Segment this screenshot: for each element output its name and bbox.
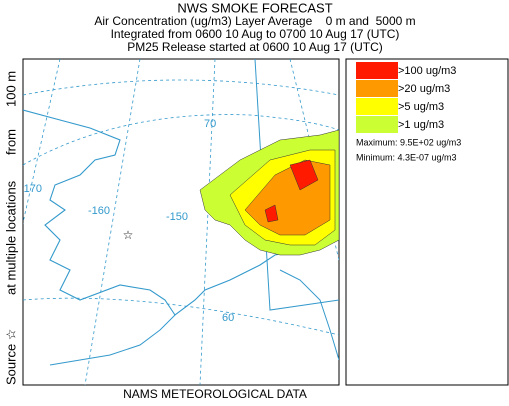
boundary <box>254 59 339 311</box>
side-label: Source ☆ at multiple locations from 100 … <box>3 71 18 385</box>
legend-label: >5 ug/m3 <box>398 101 444 113</box>
coastline <box>23 109 339 316</box>
side-text: 100 m <box>3 71 18 107</box>
graticule-label: 60 <box>222 312 234 324</box>
side-text: from <box>3 129 18 155</box>
map: ☆ -170 -160 -150 70 60 <box>20 58 340 386</box>
smoke-plume <box>199 129 339 256</box>
legend-minimum: Minimum: 4.3E-07 ug/m3 <box>356 152 457 162</box>
legend-swatch <box>356 80 398 97</box>
legend: >100 ug/m3 >20 ug/m3 >5 ug/m3 >1 ug/m3 <box>356 62 456 133</box>
source-marker: ☆ <box>123 228 134 242</box>
footer: NAMS METEOROLOGICAL DATA <box>123 387 307 401</box>
subtitle: Integrated from 0600 10 Aug to 0700 10 A… <box>111 27 400 41</box>
coastline <box>49 314 176 366</box>
graticule <box>23 59 339 385</box>
graticule-label: -150 <box>166 211 188 223</box>
legend-maximum: Maximum: 9.5E+02 ug/m3 <box>356 137 461 147</box>
legend-swatch <box>356 62 398 79</box>
graticule-label: 70 <box>204 118 216 130</box>
legend-swatch <box>356 116 398 133</box>
side-text: Source ☆ <box>3 329 18 385</box>
graticule-label: -160 <box>88 205 110 217</box>
graticule-label: -170 <box>20 183 42 195</box>
subtitle: PM25 Release started at 0600 10 Aug 17 (… <box>127 40 382 54</box>
legend-swatch <box>356 98 398 115</box>
legend-label: >1 ug/m3 <box>398 119 444 131</box>
title: NWS SMOKE FORECAST <box>177 0 332 15</box>
side-text: at multiple locations <box>3 180 18 295</box>
coastline <box>279 269 339 361</box>
legend-label: >20 ug/m3 <box>398 83 450 95</box>
subtitle: Air Concentration (ug/m3) Layer Average … <box>94 14 415 28</box>
legend-label: >100 ug/m3 <box>398 65 456 77</box>
